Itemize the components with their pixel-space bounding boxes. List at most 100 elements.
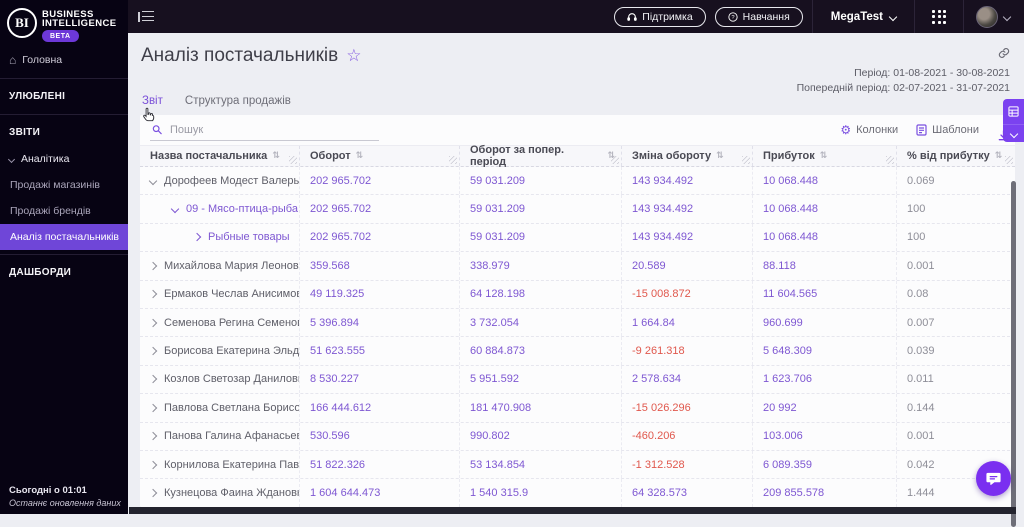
row-expand-chevron-icon[interactable]	[148, 318, 158, 327]
cell-turnover: 49 119.325	[300, 280, 460, 308]
divider	[811, 0, 813, 33]
table-row[interactable]: Рыбные товары 202 965.702 59 031.209 143…	[140, 223, 1015, 253]
favorite-star-icon[interactable]: ☆	[346, 46, 362, 65]
table-row[interactable]: Корнилова Екатерина Павловна 51 822.326 …	[140, 450, 1015, 480]
templates-button[interactable]: Шаблони	[916, 124, 979, 136]
user-menu[interactable]	[964, 5, 1024, 28]
row-expand-chevron-icon[interactable]	[148, 488, 158, 498]
table-row[interactable]: Кузнецова Фаина Ждановна 1 604 644.473 1…	[140, 479, 1015, 507]
divider	[963, 0, 964, 33]
cell-turnover: 51 623.555	[300, 337, 460, 365]
gear-icon: ⚙	[840, 123, 852, 137]
sidebar-item-home[interactable]: ⌂ Головна	[0, 42, 128, 74]
cell-prev: 59 031.209	[460, 195, 622, 223]
table-row[interactable]: Михайлова Мария Леоновна 359.568 338.979…	[140, 252, 1015, 281]
table-icon	[1008, 106, 1019, 117]
column-header-supplier[interactable]: Назва постачальника ⇅	[140, 146, 300, 166]
cell-profit: 103.006	[753, 422, 897, 450]
row-expand-chevron-icon[interactable]	[148, 261, 158, 271]
svg-text:?: ?	[731, 15, 735, 21]
apps-grid-icon[interactable]	[915, 9, 963, 24]
table-row[interactable]: Козлов Светозар Данилович 8 530.227 5 95…	[140, 365, 1015, 395]
avatar	[976, 5, 998, 28]
sort-icon: ⇅	[355, 151, 364, 161]
row-name: 09 - Мясо-птица-рыба	[186, 203, 298, 216]
row-expand-chevron-icon[interactable]	[192, 233, 202, 242]
column-header-prev-turnover[interactable]: Оборот за попер. період ⇅	[460, 144, 622, 168]
name-cell: Семенова Регина Семеновна	[140, 308, 300, 337]
row-expand-chevron-icon[interactable]	[148, 460, 158, 469]
chat-fab-button[interactable]	[976, 461, 1011, 496]
share-link-icon[interactable]	[998, 47, 1010, 64]
table-header: Назва постачальника ⇅ Оборот ⇅ Оборот за п…	[140, 144, 1015, 168]
panel-side-buttons	[1003, 99, 1024, 142]
search-box[interactable]	[150, 120, 379, 141]
cell-turnover: 1 604 644.473	[300, 479, 460, 507]
cell-change: -15 008.872	[622, 280, 753, 308]
topbar: Підтримка ? Навчання MegaTest	[128, 0, 1024, 33]
support-button[interactable]: Підтримка	[614, 6, 706, 27]
period-info: Період: 01-08-2021 - 30-08-2021 Попередн…	[797, 47, 1010, 96]
sidebar-group-analytics[interactable]: Аналітика	[0, 146, 128, 172]
collapse-panel-button[interactable]	[1003, 125, 1024, 142]
row-expand-chevron-icon[interactable]	[148, 346, 158, 356]
cell-change: 64 328.573	[622, 479, 753, 507]
table-row[interactable]: Ермаков Чеслав Анисимович 49 119.325 64 …	[140, 280, 1015, 309]
search-input[interactable]	[168, 122, 377, 137]
cell-change: -15 026.296	[622, 394, 753, 422]
row-name: Семенова Регина Семеновна	[164, 316, 299, 329]
row-expand-chevron-icon[interactable]	[148, 375, 158, 384]
horizontal-scrollbar[interactable]	[129, 507, 1016, 514]
chevron-down-icon	[1002, 12, 1012, 21]
row-expand-chevron-icon[interactable]	[148, 176, 158, 185]
page-title-text: Аналіз постачальників	[141, 45, 339, 66]
column-header-profit-percent[interactable]: % від прибутку ⇅	[897, 146, 1015, 166]
column-header-profit[interactable]: Прибуток ⇅	[753, 146, 897, 166]
row-expand-chevron-icon[interactable]	[148, 403, 158, 413]
sidebar-item-brand-sales[interactable]: Продажі брендів	[10, 205, 91, 217]
sidebar-item-store-sales[interactable]: Продажі магазинів	[10, 179, 101, 191]
table-row[interactable]: Панова Галина Афанасьевна 530.596 990.80…	[140, 422, 1015, 451]
table-view-button[interactable]	[1003, 99, 1024, 125]
download-icon[interactable]	[997, 129, 1010, 147]
sidebar-item-supplier-analysis[interactable]: Аналіз постачальників	[0, 224, 128, 250]
cell-profit: 10 068.448	[753, 223, 897, 252]
row-name: Павлова Светлана Борисовна	[164, 401, 300, 414]
row-expand-chevron-icon[interactable]	[148, 290, 158, 299]
section-dashboards: ДАШБОРДИ	[9, 267, 72, 278]
row-expand-chevron-icon[interactable]	[148, 431, 158, 441]
cell-percent: 0.144	[907, 401, 935, 414]
table-row[interactable]: Павлова Светлана Борисовна 166 444.612 1…	[140, 394, 1015, 423]
table-row[interactable]: Семенова Регина Семеновна 5 396.894 3 73…	[140, 308, 1015, 338]
workspace-switcher[interactable]: MegaTest	[813, 11, 914, 23]
table-row[interactable]: 09 - Мясо-птица-рыба 202 965.702 59 031.…	[140, 195, 1015, 224]
chevron-down-icon	[7, 155, 16, 163]
column-label: Прибуток	[763, 150, 815, 162]
cell-turnover: 359.568	[300, 252, 460, 280]
column-header-turnover-change[interactable]: Зміна обороту ⇅	[622, 146, 753, 166]
name-cell: Дорофеев Модест Валерьевич	[140, 167, 300, 195]
cell-change: 2 578.634	[622, 365, 753, 394]
report-tabs: Звіт Структура продажів	[142, 95, 291, 110]
vertical-scrollbar[interactable]	[1011, 181, 1016, 527]
columns-button[interactable]: ⚙ Колонки	[840, 124, 898, 136]
table-row[interactable]: Дорофеев Модест Валерьевич 202 965.702 5…	[140, 167, 1015, 196]
name-cell: Козлов Светозар Данилович	[140, 365, 300, 394]
row-name: Рыбные товары	[208, 231, 290, 244]
training-button[interactable]: ? Навчання	[714, 6, 803, 27]
row-name: Кузнецова Фаина Ждановна	[164, 486, 300, 499]
tab-sales-structure[interactable]: Структура продажів	[184, 95, 291, 107]
table-row[interactable]: Борисова Екатерина Эльдаровна 51 623.555…	[140, 337, 1015, 366]
row-name: Ермаков Чеслав Анисимович	[164, 288, 300, 301]
collapse-sidebar-icon[interactable]	[138, 10, 154, 23]
sort-icon: ⇅	[819, 151, 828, 161]
column-header-turnover[interactable]: Оборот ⇅	[300, 146, 460, 166]
row-expand-chevron-icon[interactable]	[170, 204, 180, 214]
tab-report[interactable]: Звіт	[142, 95, 163, 107]
cell-turnover: 202 965.702	[300, 223, 460, 252]
sidebar-footer: Сьогодні о 01:01 Останнє оновлення даних	[9, 485, 121, 508]
cell-profit: 209 855.578	[753, 479, 897, 507]
cell-percent: 0.001	[907, 259, 935, 272]
cell-profit: 20 992	[753, 394, 897, 422]
cell-percent: 1.444	[907, 486, 935, 499]
